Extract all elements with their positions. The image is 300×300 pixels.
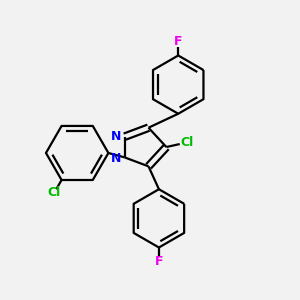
Text: N: N [111, 152, 122, 164]
Text: N: N [111, 130, 122, 142]
Text: F: F [155, 255, 163, 268]
Text: Cl: Cl [48, 186, 61, 199]
Text: F: F [174, 35, 182, 48]
Text: Cl: Cl [181, 136, 194, 149]
